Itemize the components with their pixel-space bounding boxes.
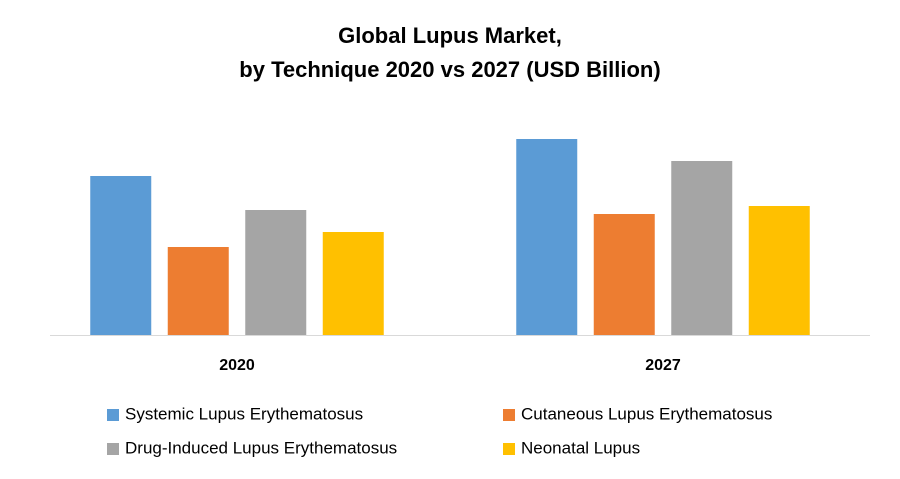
- legend-label: Drug-Induced Lupus Erythematosus: [125, 438, 397, 457]
- legend-swatch: [503, 409, 515, 421]
- chart-title: Global Lupus Market,: [338, 23, 562, 48]
- bar: [593, 214, 655, 335]
- legend-swatch: [107, 443, 119, 455]
- legend-label: Cutaneous Lupus Erythematosus: [521, 404, 772, 423]
- x-tick-label: 2020: [219, 357, 255, 374]
- bar: [516, 139, 578, 335]
- legend-swatch: [503, 443, 515, 455]
- legend-label: Systemic Lupus Erythematosus: [125, 404, 363, 423]
- legend-label: Neonatal Lupus: [521, 438, 640, 457]
- chart-title: by Technique 2020 vs 2027 (USD Billion): [239, 57, 660, 82]
- x-tick-label: 2027: [645, 357, 681, 374]
- bar: [245, 210, 307, 335]
- bar: [748, 206, 810, 335]
- legend-swatch: [107, 409, 119, 421]
- bar: [90, 176, 152, 335]
- bar: [167, 247, 229, 335]
- bar: [671, 161, 733, 335]
- bar: [322, 232, 384, 335]
